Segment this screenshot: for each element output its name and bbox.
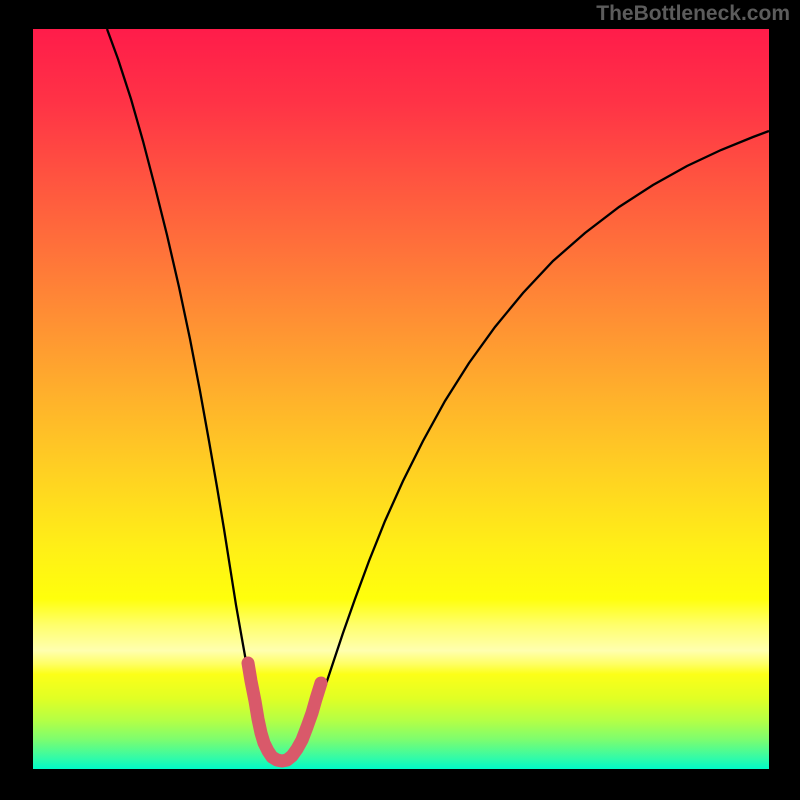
chart-plot-area xyxy=(33,29,769,769)
chart-overlay xyxy=(33,29,769,769)
watermark-text: TheBottleneck.com xyxy=(596,2,790,26)
